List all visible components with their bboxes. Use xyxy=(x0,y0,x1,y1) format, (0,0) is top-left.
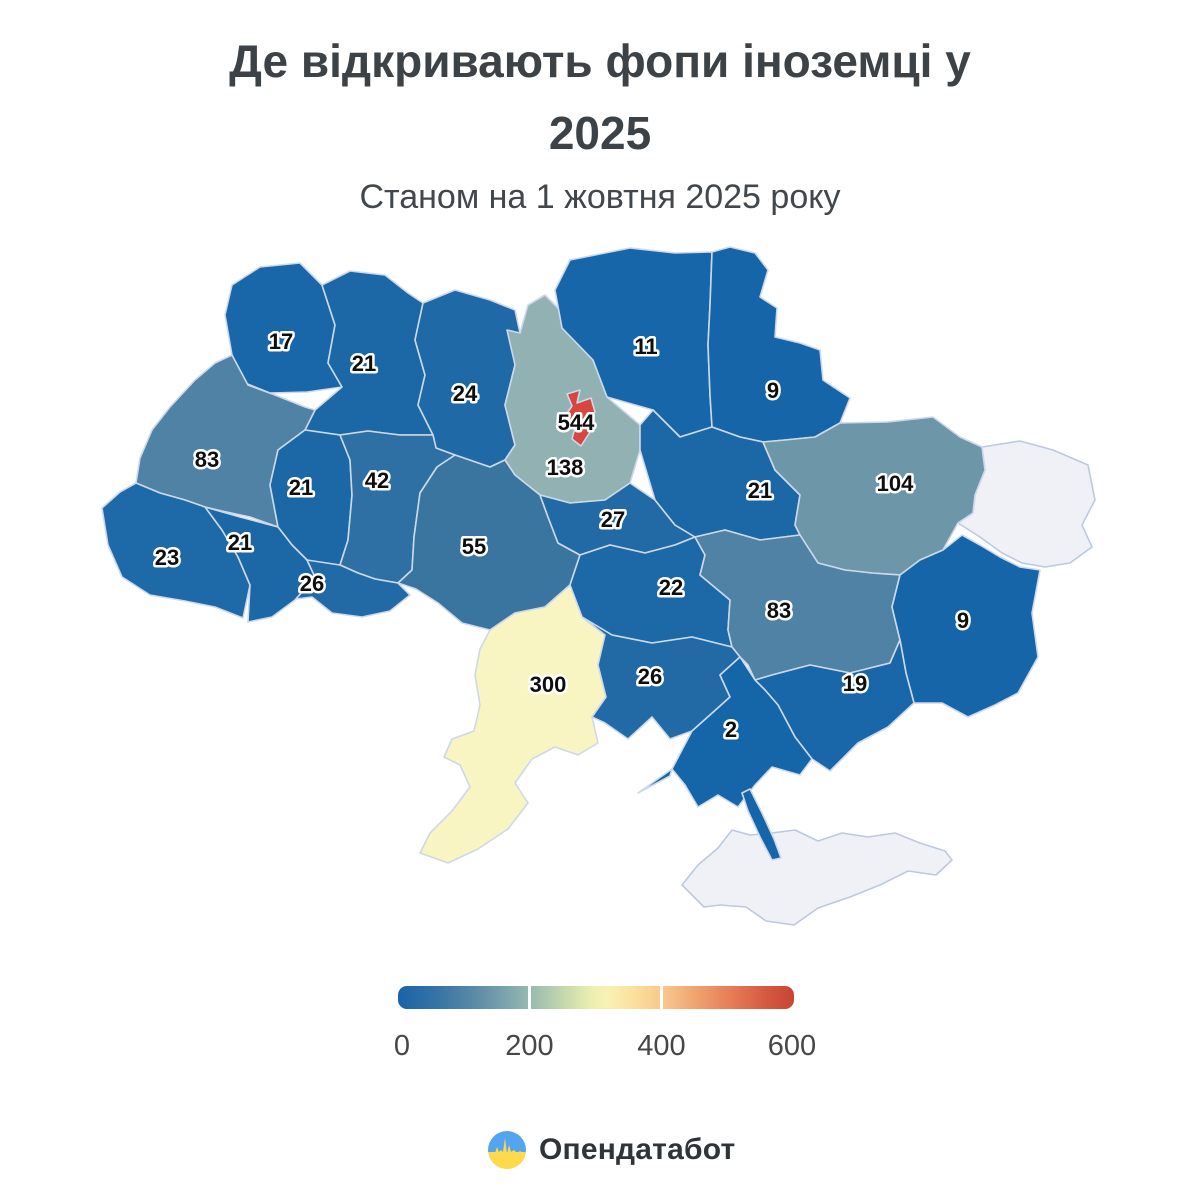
chart-title-line1: Де відкривають фопи іноземці у xyxy=(229,35,971,87)
legend-tick-0: 0 xyxy=(393,1030,411,1062)
footer: Опендатабот xyxy=(0,1126,1200,1176)
label-chernihiv: 11 xyxy=(634,334,657,359)
label-kharkiv: 104 xyxy=(877,471,914,496)
region-crimea xyxy=(681,829,953,926)
brand-name: Опендатабот xyxy=(539,1133,736,1166)
region-ivano-frankivsk xyxy=(204,506,316,623)
label-kyiv-city: 544 xyxy=(558,410,595,435)
label-kyiv-oblast: 138 xyxy=(547,455,584,480)
legend-separator-200 xyxy=(528,985,531,1010)
chart-subtitle: Станом на 1 жовтня 2025 року xyxy=(359,178,841,216)
legend-tick-200: 200 xyxy=(505,1030,554,1062)
legend-tick-labels: 0 200 400 600 xyxy=(394,1030,816,1064)
chart-title-line2: 2025 xyxy=(548,107,652,159)
label-kherson: 2 xyxy=(725,717,737,742)
region-odesa xyxy=(419,584,607,864)
arabat-spit xyxy=(741,788,782,861)
label-zakarpattia: 23 xyxy=(155,545,179,570)
label-sumy: 9 xyxy=(767,378,779,403)
label-mykolaiv: 26 xyxy=(638,664,662,689)
label-cherkasy: 27 xyxy=(601,507,625,532)
opendatabot-logo-icon xyxy=(488,1131,526,1169)
header: Де відкривають фопи іноземці у 2025 Стан… xyxy=(0,38,1200,217)
label-ivano-frankivsk: 21 xyxy=(228,530,252,555)
label-ternopil: 21 xyxy=(289,475,313,500)
label-donetsk: 9 xyxy=(957,608,969,633)
legend-tick-600: 600 xyxy=(767,1030,817,1062)
legend-separator-400 xyxy=(660,985,663,1010)
label-volyn: 17 xyxy=(269,329,293,354)
label-odesa: 300 xyxy=(530,672,567,697)
kinburn-spit xyxy=(637,768,673,794)
label-kirovohrad: 22 xyxy=(659,575,683,600)
legend-gradient-bar xyxy=(398,986,794,1009)
map-svg: 17 21 24 11 9 83 21 42 544 138 21 104 23… xyxy=(101,246,1096,926)
region-value-labels: 17 21 24 11 9 83 21 42 544 138 21 104 23… xyxy=(152,327,971,745)
label-rivne: 21 xyxy=(352,351,376,376)
label-zaporizhzhia: 19 xyxy=(843,671,867,696)
region-sumy xyxy=(707,246,851,443)
label-zhytomyr: 24 xyxy=(453,381,478,406)
legend-tick-400: 400 xyxy=(637,1030,686,1062)
label-vinnytsia: 55 xyxy=(462,534,486,559)
region-donetsk xyxy=(891,534,1041,718)
color-scale-legend: 0 200 400 600 xyxy=(394,985,816,1066)
label-lviv: 83 xyxy=(195,447,219,472)
region-kyiv-city xyxy=(564,389,596,447)
label-poltava: 21 xyxy=(748,478,772,503)
region-lviv xyxy=(135,354,316,528)
ukraine-choropleth-map: 17 21 24 11 9 83 21 42 544 138 21 104 23… xyxy=(100,245,1120,945)
label-khmelnytskyi: 42 xyxy=(365,468,389,493)
region-chernivtsi xyxy=(295,559,411,618)
brand: Опендатабот xyxy=(487,1126,735,1174)
label-chernivtsi: 26 xyxy=(300,571,324,596)
label-dnipro: 83 xyxy=(767,598,791,623)
region-kherson xyxy=(671,656,813,808)
